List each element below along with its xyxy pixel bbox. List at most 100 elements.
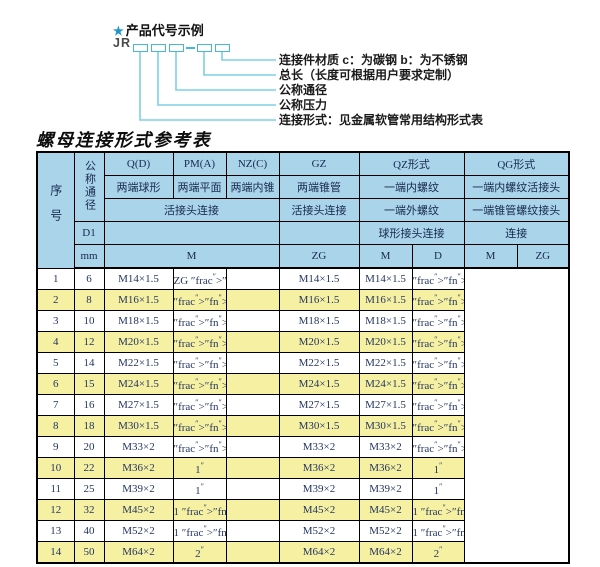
mm-label: mm xyxy=(73,244,105,269)
header-row-d1: D1 球形接头连接 连接 xyxy=(37,221,570,245)
table-cell: ″frac″>″fn″>3″fd″>8″ xyxy=(411,310,465,332)
table-cell: M52×2 xyxy=(103,520,174,542)
table-cell: M45×2 xyxy=(358,499,413,521)
table-cell: M52×2 xyxy=(278,520,360,542)
table-cell: M36×2 xyxy=(103,457,174,479)
unit-zg: ZG xyxy=(278,244,360,269)
table-cell: M64×2 xyxy=(103,541,174,564)
table-cell: 10 xyxy=(73,310,105,332)
d1-empty-left xyxy=(103,221,280,245)
table-cell: 3 xyxy=(36,310,75,332)
table-cell: ″frac″>″fn″>3″fd″>8″ xyxy=(411,289,465,311)
table-cell: 1 ″frac″>″fn″>1″fd″>4″ xyxy=(411,499,465,521)
table-cell: M33×2 xyxy=(358,436,413,458)
end-type-pma: 两端平面 xyxy=(172,175,227,199)
table-cell: M22×1.5 xyxy=(278,352,360,374)
col-header-seq: 序号 xyxy=(36,151,75,269)
table-row: 11 25 M39×2 1″ M39×2 M39×2 1″ xyxy=(36,478,569,500)
table-cell: M33×2 xyxy=(103,436,174,458)
table-cell: ″frac″>″fn″>1″fd″>2″ xyxy=(172,373,227,395)
table-row: 14 50 M64×2 2″ M64×2 M64×2 2″ xyxy=(36,541,569,564)
col-header-nzc: NZ(C) xyxy=(225,151,280,176)
end-type-qg: 一端内螺纹活接头 xyxy=(463,175,570,199)
conn-type-gz: 活接头连接 xyxy=(278,198,360,222)
table-cell: 2 xyxy=(36,289,75,311)
table-cell: 32 xyxy=(73,499,105,521)
code-box-1 xyxy=(133,44,148,52)
table-cell: M27×1.5 xyxy=(358,394,413,416)
header-row-conn-types: 活接头连接 活接头连接 一端外螺纹 一端锥管螺纹接头 xyxy=(37,198,570,222)
connector-lines xyxy=(139,51,276,121)
table-cell xyxy=(225,352,280,374)
table-cell: 18 xyxy=(73,415,105,437)
code-box-4 xyxy=(197,44,212,52)
table-cell: M45×2 xyxy=(103,499,174,521)
table-cell: ″frac″>″fn″>3″fd″>4″ xyxy=(172,436,227,458)
table-cell: 1″ xyxy=(411,478,465,500)
table-cell xyxy=(225,267,280,290)
table-cell: M16×1.5 xyxy=(358,289,413,311)
col-header-qd: Q(D) xyxy=(103,151,174,176)
unit-m: M xyxy=(103,244,280,269)
label-nominal-diameter: 公称通径 xyxy=(279,83,328,97)
code-box-2 xyxy=(151,44,166,52)
code-box-5 xyxy=(215,44,230,52)
table-cell: 1 ″frac″>″fn″>1″fd″>4″ xyxy=(172,499,227,521)
col-header-gz: GZ xyxy=(278,151,360,176)
table-cell: 5 xyxy=(36,352,75,374)
table-cell: M64×2 xyxy=(278,541,360,564)
table-row: 310M18×1.5″frac″>″fn″>3″fd″>8″M18×1.5M18… xyxy=(36,310,569,332)
table-cell xyxy=(225,520,280,542)
end-type-nzc: 两端内锥 xyxy=(225,175,280,199)
table-cell xyxy=(225,415,280,437)
conn-type2-qg: 连接 xyxy=(463,221,570,245)
diagram-heading: ★ 产品代号示例 xyxy=(113,20,204,39)
label-connection-form: 连接形式：见金属软管常用结构形式表 xyxy=(279,113,484,127)
end-type-qd: 两端球形 xyxy=(103,175,174,199)
table-cell: M18×1.5 xyxy=(103,310,174,332)
product-code-prefix: JR xyxy=(113,36,131,50)
table-cell: M39×2 xyxy=(278,478,360,500)
table-cell: 7 xyxy=(36,394,75,416)
table-cell: M27×1.5 xyxy=(103,394,174,416)
table-cell: M30×1.5 xyxy=(103,415,174,437)
conn-type-union: 活接头连接 xyxy=(103,198,280,222)
header-row-units: mm M ZG M D M ZG xyxy=(37,244,570,269)
col-header-qz: QZ形式 xyxy=(358,151,465,176)
label-material: 连接件材质 c：为碳钢 b：为不锈钢 xyxy=(279,53,468,67)
d1-empty-gz xyxy=(278,221,360,245)
table-cell: 2″ xyxy=(172,541,227,564)
table-cell xyxy=(225,541,280,564)
table-cell xyxy=(225,499,280,521)
table-row: 920M33×2″frac″>″fn″>3″fd″>4″M33×2M33×2″f… xyxy=(36,436,569,458)
table-cell: M18×1.5 xyxy=(358,310,413,332)
table-cell: M30×1.5 xyxy=(358,415,413,437)
table-cell: M52×2 xyxy=(358,520,413,542)
table-cell: 2″ xyxy=(411,541,465,564)
table-cell: 8 xyxy=(73,289,105,311)
unit-qz-m: M xyxy=(358,244,413,269)
diagram-heading-text: 产品代号示例 xyxy=(125,23,204,38)
table-cell: M36×2 xyxy=(358,457,413,479)
table-cell: 22 xyxy=(73,457,105,479)
label-total-length: 总长（长度可根据用户要求定制） xyxy=(279,68,460,82)
col-header-pma: PM(A) xyxy=(172,151,227,176)
table-cell: M64×2 xyxy=(358,541,413,564)
table-cell xyxy=(225,457,280,479)
table-cell: 16 xyxy=(73,394,105,416)
table-cell xyxy=(225,478,280,500)
table-row: 716M27×1.5″frac″>″fn″>1″fd″>2″M27×1.5M27… xyxy=(36,394,569,416)
table-title: 螺母连接形式参考表 xyxy=(36,130,212,150)
table-cell xyxy=(225,331,280,353)
table-cell: M20×1.5 xyxy=(278,331,360,353)
table-cell: M36×2 xyxy=(278,457,360,479)
table-cell: ″frac″>″fn″>1″fd″>2″ xyxy=(172,352,227,374)
table-cell: 1″ xyxy=(172,478,227,500)
table-cell: M24×1.5 xyxy=(278,373,360,395)
table-cell: ″frac″>″fn″>1″fd″>2″ xyxy=(411,352,465,374)
header-row-end-types: 两端球形 两端平面 两端内锥 两端锥管 一端内螺纹 一端内螺纹活接头 xyxy=(37,175,570,199)
